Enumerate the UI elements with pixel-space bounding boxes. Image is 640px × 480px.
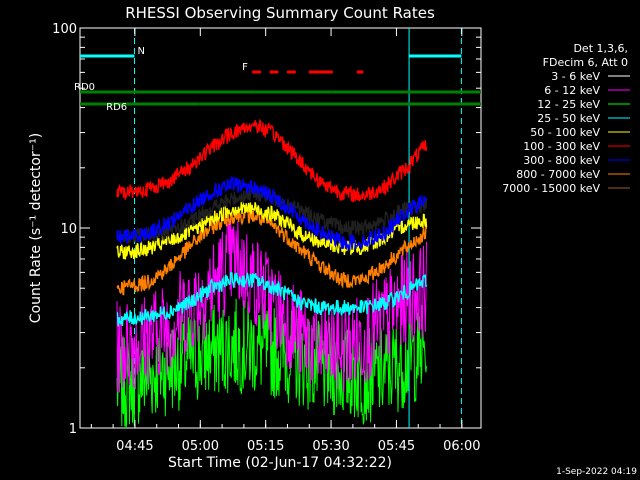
legend-entry: 50 - 100 keV: [530, 126, 600, 139]
flag-label: RD0: [74, 82, 95, 93]
y-tick-label: 10: [60, 222, 77, 237]
y-axis-ticks: 1 10 100: [52, 22, 481, 437]
series-25-50-kev: [116, 271, 428, 327]
legend-entry: 25 - 50 keV: [537, 112, 600, 125]
flag-bars: N F RD0 RD6: [74, 46, 481, 113]
series-6-12-kev: [116, 218, 427, 393]
series-line: [116, 118, 428, 203]
flag-f: F: [242, 62, 364, 74]
legend-entry: 300 - 800 keV: [523, 154, 600, 167]
y-axis-label: Count Rate (s⁻¹ detector⁻¹): [28, 133, 44, 323]
chart-title: RHESSI Observing Summary Count Rates: [125, 4, 435, 22]
series-line: [116, 271, 428, 327]
series-line: [116, 175, 428, 253]
legend-entry: 6 - 12 keV: [544, 84, 600, 97]
y-tick-label: 100: [52, 22, 77, 37]
series-300-800-kev: [116, 175, 428, 253]
series-line: [116, 218, 427, 393]
plot-area: [79, 27, 482, 429]
y-tick-label: 1: [69, 422, 77, 437]
x-tick-label: 06:00: [443, 439, 480, 454]
footer-timestamp: 1-Sep-2022 04:19: [556, 467, 637, 477]
x-tick-label: 05:15: [247, 439, 284, 454]
legend-entry: 800 - 7000 keV: [516, 168, 600, 181]
legend-entry: 12 - 25 keV: [537, 98, 600, 111]
flag-label: RD6: [106, 102, 127, 113]
series-800-7000-kev: [116, 208, 428, 296]
legend-header: Det 1,3,6,: [573, 42, 628, 55]
legend-header: FDecim 6, Att 0: [543, 56, 628, 69]
x-axis-label: Start Time (02-Jun-17 04:32:22): [168, 455, 392, 471]
flag-rd6: RD6: [80, 102, 481, 113]
series-100-300-kev: [116, 118, 428, 203]
flag-label: F: [242, 62, 248, 73]
legend-entry: 3 - 6 keV: [551, 70, 600, 83]
x-tick-label: 05:30: [312, 439, 349, 454]
legend-entry: 7000 - 15000 keV: [502, 182, 600, 195]
flag-rd0: RD0: [74, 82, 481, 94]
legend-entry: 100 - 300 keV: [523, 140, 600, 153]
flag-n: N: [80, 46, 462, 58]
x-tick-label: 05:00: [182, 439, 219, 454]
flag-label: N: [138, 46, 145, 57]
x-tick-label: 05:45: [378, 439, 415, 454]
series-line: [116, 208, 428, 296]
x-axis-ticks: 04:45 05:00 05:15 05:30 05:45 06:00: [90, 28, 481, 454]
x-tick-label: 04:45: [116, 439, 153, 454]
